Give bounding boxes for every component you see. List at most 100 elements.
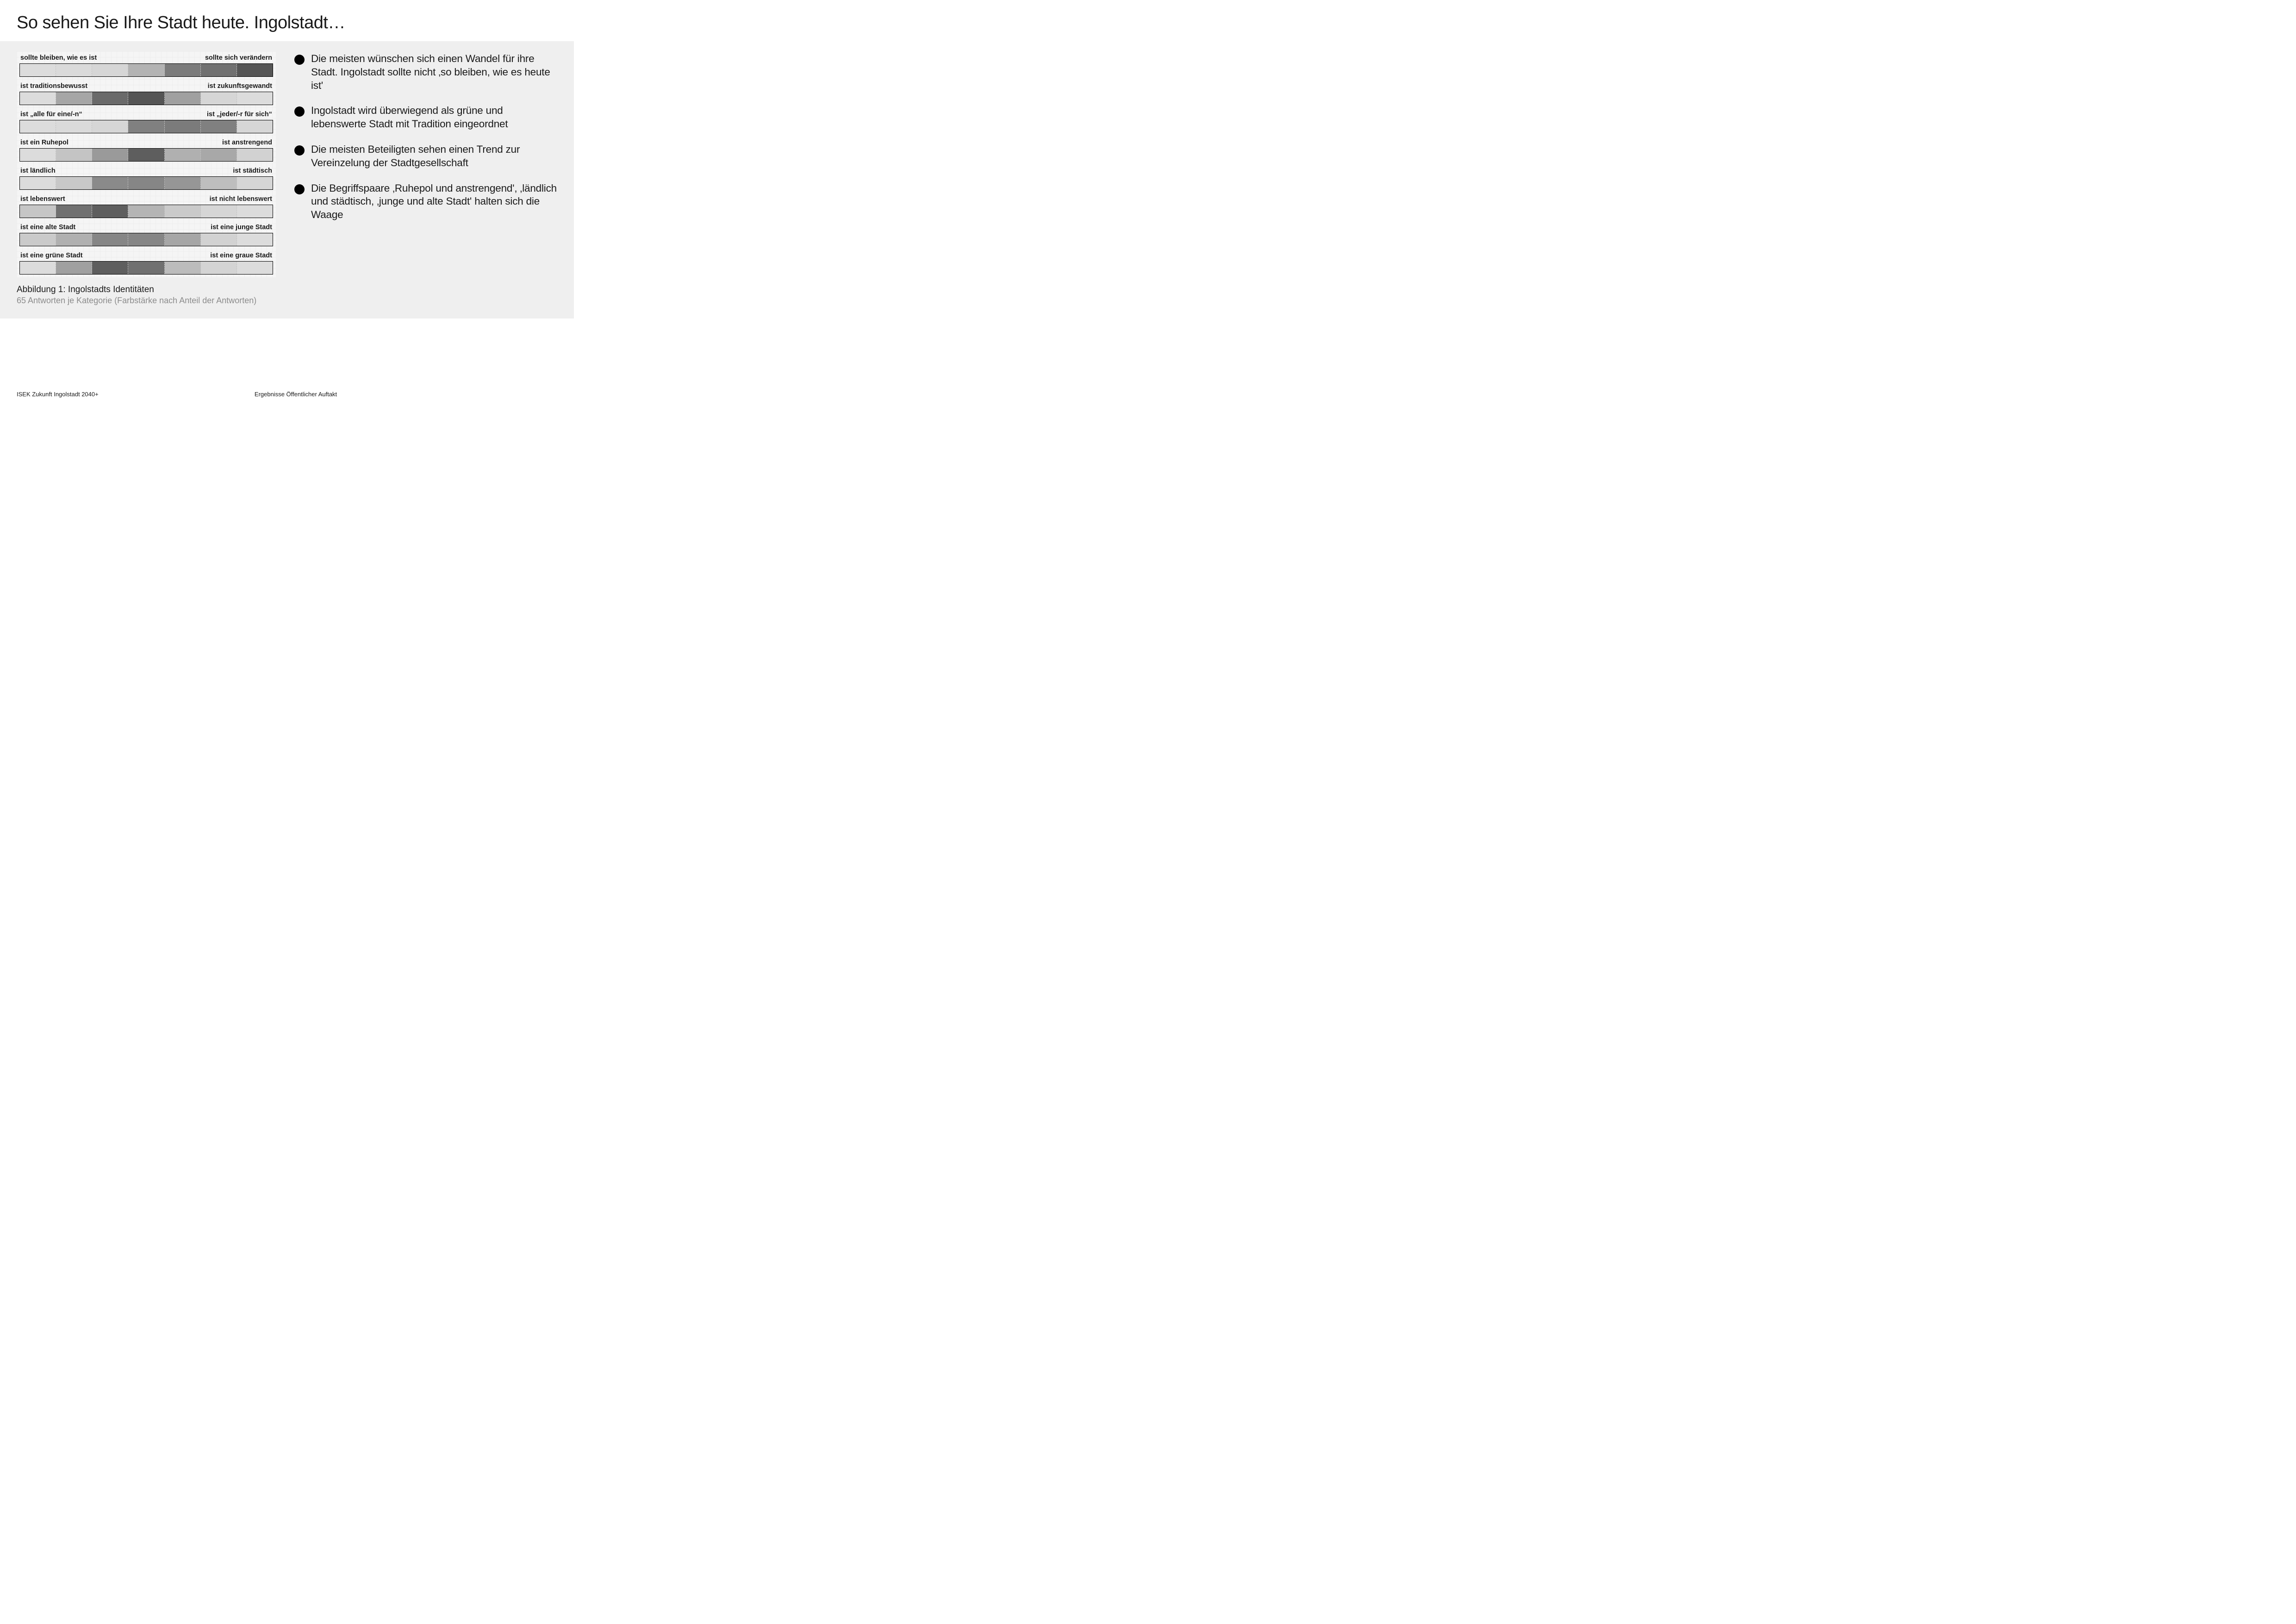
row-label-left: ist eine grüne Stadt xyxy=(20,252,83,259)
page-title: So sehen Sie Ihre Stadt heute. Ingolstad… xyxy=(0,0,574,41)
footer-center: Ergebnisse Öffentlicher Auftakt xyxy=(255,391,557,398)
bar-segment xyxy=(20,92,56,105)
row-labels: sollte bleiben, wie es ist sollte sich ve… xyxy=(19,54,273,62)
bullet-item: Ingolstadt wird überwiegend als grüne un… xyxy=(294,104,557,131)
bar-segment xyxy=(20,149,56,161)
row-label-right: ist eine junge Stadt xyxy=(211,224,272,231)
bar-segment xyxy=(128,92,164,105)
bar-segment xyxy=(128,149,164,161)
row-label-right: ist zukunftsgewandt xyxy=(208,82,272,90)
likert-row: ist traditionsbewusst ist zukunftsgewandt xyxy=(19,82,273,105)
chart-caption: Abbildung 1: Ingolstadts Identitäten 65 … xyxy=(17,285,276,306)
bullet-list: Die meisten wünschen sich einen Wandel f… xyxy=(294,51,557,306)
footer: ISEK Zukunft Ingolstadt 2040+ Ergebnisse… xyxy=(0,391,574,398)
bar-segment xyxy=(92,149,128,161)
row-label-left: ist ländlich xyxy=(20,167,56,175)
bar-segment xyxy=(92,64,128,76)
bar-segment xyxy=(128,233,164,246)
bar-segment xyxy=(56,120,92,133)
row-label-left: ist ein Ruhepol xyxy=(20,139,68,146)
likert-row: sollte bleiben, wie es ist sollte sich ve… xyxy=(19,54,273,77)
bar-segment xyxy=(56,262,92,274)
row-label-left: sollte bleiben, wie es ist xyxy=(20,54,97,62)
likert-row: ist eine alte Stadt ist eine junge Stadt xyxy=(19,224,273,246)
bar-segment xyxy=(237,177,273,189)
bar-segment xyxy=(201,149,237,161)
bullet-dot-icon xyxy=(294,55,305,65)
likert-row: ist ländlich ist städtisch xyxy=(19,167,273,190)
bar-segment xyxy=(56,205,92,218)
bullet-item: Die meisten Beteiligten sehen einen Tren… xyxy=(294,143,557,170)
row-label-right: ist städtisch xyxy=(233,167,272,175)
likert-chart: sollte bleiben, wie es ist sollte sich ve… xyxy=(17,51,276,277)
row-label-right: ist eine graue Stadt xyxy=(210,252,272,259)
bar-segment xyxy=(237,233,273,246)
row-label-left: ist „alle für eine/-n“ xyxy=(20,111,82,118)
bullet-dot-icon xyxy=(294,184,305,194)
row-label-left: ist eine alte Stadt xyxy=(20,224,75,231)
bullet-dot-icon xyxy=(294,106,305,117)
row-label-left: ist traditionsbewusst xyxy=(20,82,87,90)
bar-segment xyxy=(201,177,237,189)
likert-bar xyxy=(19,261,273,275)
bar-segment xyxy=(165,233,201,246)
row-label-right: ist „jeder/-r für sich“ xyxy=(207,111,272,118)
bar-segment xyxy=(165,177,201,189)
bar-segment xyxy=(92,120,128,133)
bar-segment xyxy=(237,92,273,105)
likert-row: ist lebenswertist nicht lebenswert xyxy=(19,195,273,218)
bar-segment xyxy=(237,149,273,161)
bar-segment xyxy=(201,262,237,274)
likert-bar xyxy=(19,176,273,190)
bar-segment xyxy=(20,64,56,76)
bar-segment xyxy=(56,64,92,76)
likert-row: ist eine grüne Stadt ist eine graue Stadt xyxy=(19,252,273,275)
likert-bar xyxy=(19,120,273,133)
bar-segment xyxy=(20,205,56,218)
caption-sub: 65 Antworten je Kategorie (Farbstärke na… xyxy=(17,296,276,306)
bar-segment xyxy=(92,262,128,274)
bar-segment xyxy=(201,233,237,246)
row-labels: ist ländlich ist städtisch xyxy=(19,167,273,175)
bullet-item: Die meisten wünschen sich einen Wandel f… xyxy=(294,52,557,92)
bullet-text: Die meisten wünschen sich einen Wandel f… xyxy=(311,52,557,92)
caption-main: Abbildung 1: Ingolstadts Identitäten xyxy=(17,285,276,295)
bar-segment xyxy=(92,233,128,246)
bar-segment xyxy=(237,205,273,218)
likert-bar xyxy=(19,205,273,218)
likert-row: ist „alle für eine/-n“ ist „jeder/-r für … xyxy=(19,111,273,133)
bullet-dot-icon xyxy=(294,145,305,156)
likert-bar xyxy=(19,63,273,77)
bar-segment xyxy=(165,205,201,218)
bar-segment xyxy=(128,177,164,189)
bar-segment xyxy=(201,120,237,133)
row-labels: ist traditionsbewusst ist zukunftsgewandt xyxy=(19,82,273,90)
bar-segment xyxy=(165,120,201,133)
bar-segment xyxy=(165,64,201,76)
likert-bar xyxy=(19,148,273,162)
footer-left: ISEK Zukunft Ingolstadt 2040+ xyxy=(17,391,255,398)
row-labels: ist ein Ruhepolist anstrengend xyxy=(19,139,273,146)
bar-segment xyxy=(128,120,164,133)
bar-segment xyxy=(165,149,201,161)
bar-segment xyxy=(20,262,56,274)
bar-segment xyxy=(92,92,128,105)
bar-segment xyxy=(237,64,273,76)
row-label-left: ist lebenswert xyxy=(20,195,65,203)
bullet-item: Die Begriffspaare ‚Ruhepol und an­streng… xyxy=(294,182,557,222)
bar-segment xyxy=(201,205,237,218)
bullet-text: Die meisten Beteiligten sehen einen Tren… xyxy=(311,143,557,170)
bullet-text: Ingolstadt wird überwiegend als grüne un… xyxy=(311,104,557,131)
bar-segment xyxy=(56,177,92,189)
row-labels: ist „alle für eine/-n“ ist „jeder/-r für … xyxy=(19,111,273,118)
bar-segment xyxy=(20,233,56,246)
row-labels: ist eine grüne Stadt ist eine graue Stadt xyxy=(19,252,273,259)
row-label-right: sollte sich verändern xyxy=(205,54,272,62)
bar-segment xyxy=(128,262,164,274)
bar-segment xyxy=(128,64,164,76)
chart-column: sollte bleiben, wie es ist sollte sich ve… xyxy=(17,51,276,306)
row-labels: ist eine alte Stadt ist eine junge Stadt xyxy=(19,224,273,231)
bar-segment xyxy=(56,233,92,246)
bar-segment xyxy=(201,64,237,76)
bullet-text: Die Begriffspaare ‚Ruhepol und an­streng… xyxy=(311,182,557,222)
